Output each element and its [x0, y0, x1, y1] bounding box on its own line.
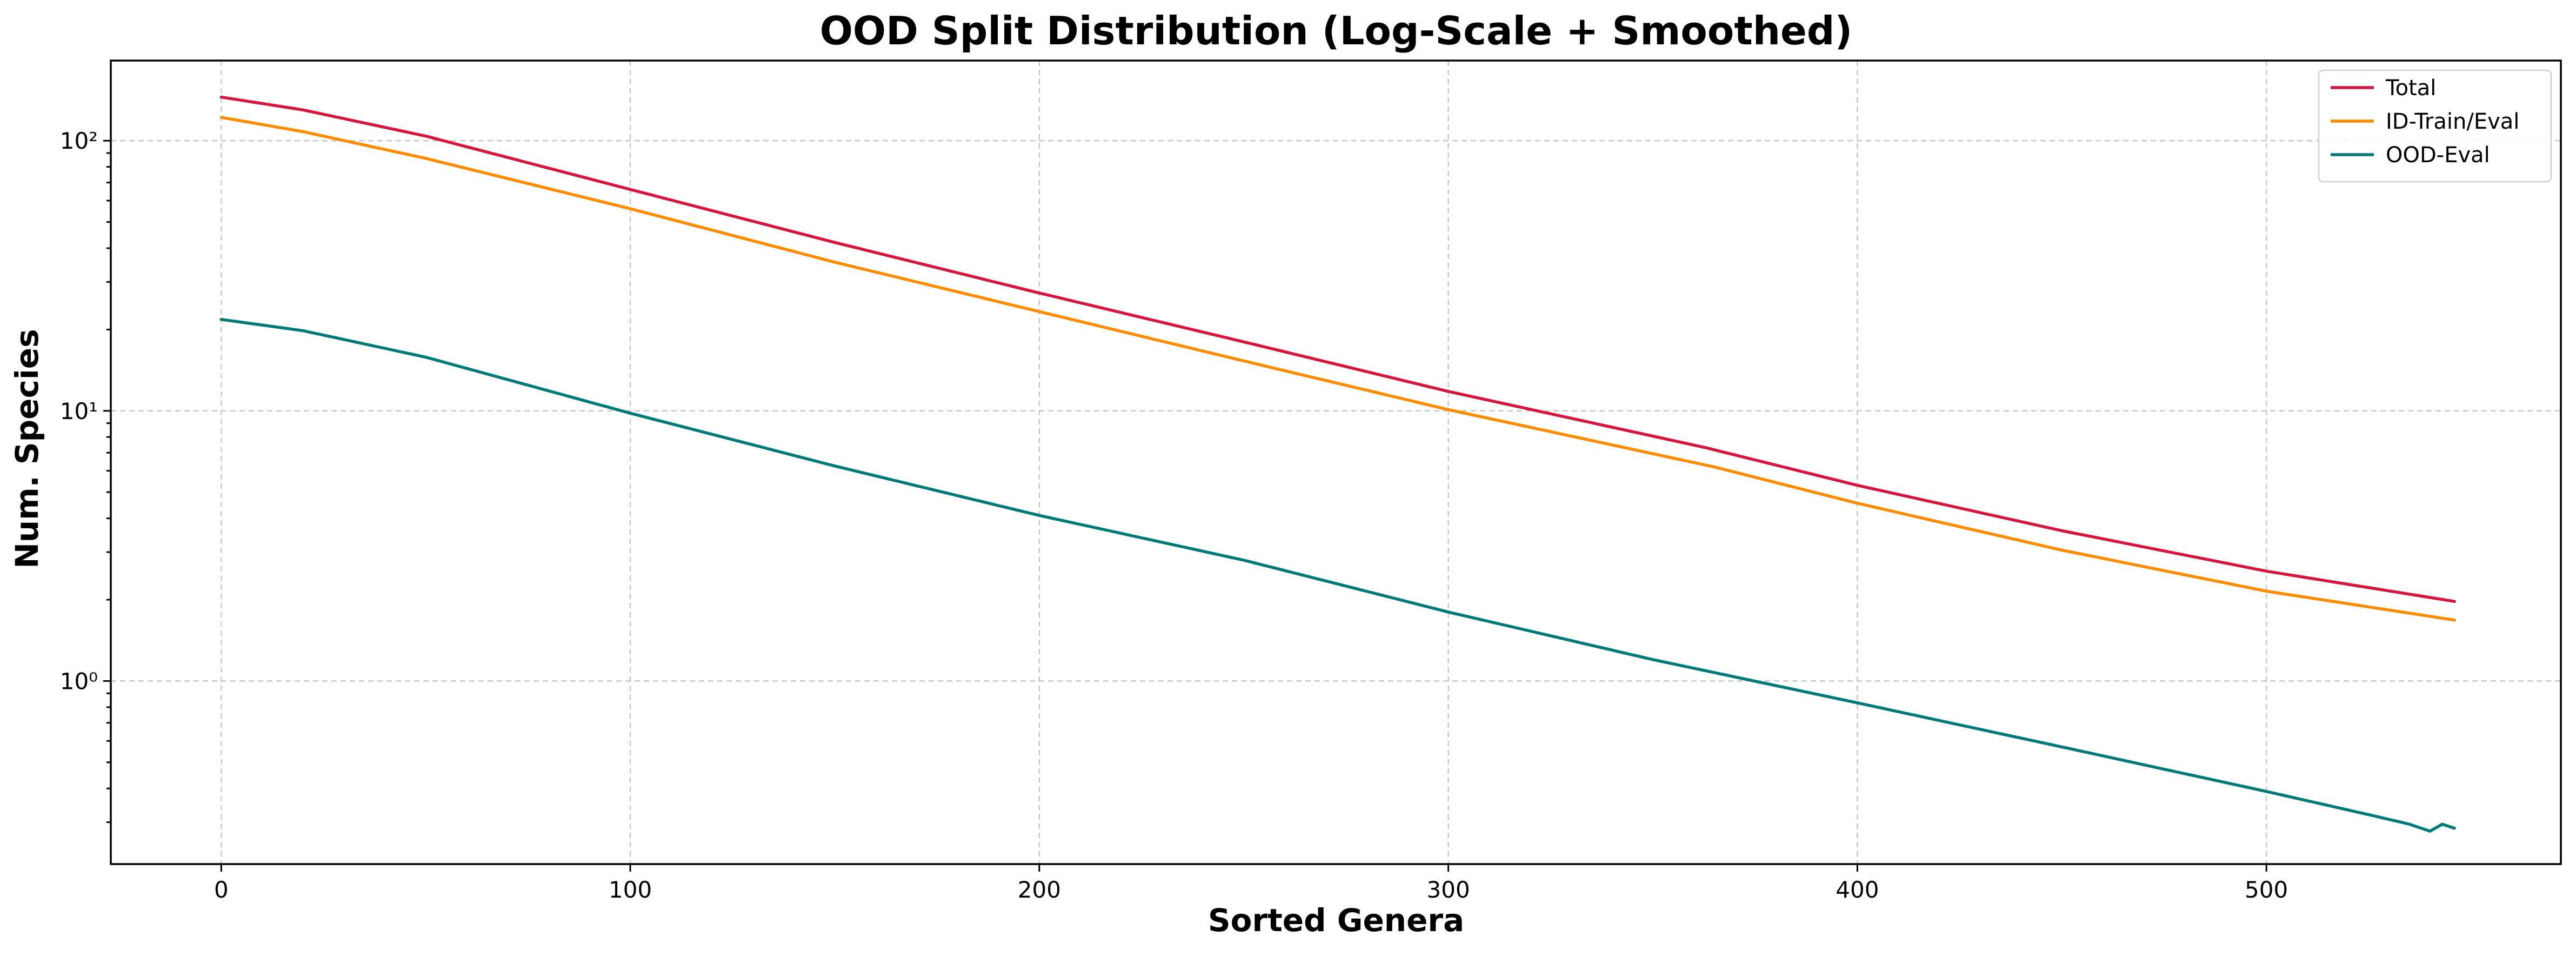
series-line [219, 116, 2456, 622]
x-tick-label: 0 [214, 877, 229, 903]
legend-box [2318, 69, 2552, 183]
axis-ticks: 0 100 200 300 400 500 10⁰ 10¹ 10² [60, 128, 2288, 903]
x-tick-label: 400 [1836, 877, 1879, 903]
x-axis-label: Sorted Genera [1208, 902, 1464, 939]
legend-entry-label: Total [2385, 76, 2436, 101]
chart-title: OOD Split Distribution (Log-Scale + Smoo… [820, 8, 1853, 54]
x-tick-label: 100 [609, 877, 652, 903]
x-tick-label: 200 [1018, 877, 1061, 903]
series-line [219, 317, 2456, 833]
legend: Total ID-Train/Eval OOD-Eval [2318, 69, 2552, 183]
legend-entry-label: OOD-Eval [2386, 143, 2490, 168]
x-tick-label: 300 [1427, 877, 1470, 903]
y-tick-label: 10² [60, 128, 98, 154]
x-tick-label: 500 [2245, 877, 2288, 903]
y-axis-label: Num. Species [9, 329, 45, 568]
y-tick-label: 10⁰ [60, 668, 98, 694]
plot-frame [110, 59, 2562, 865]
legend-entry-label: ID-Train/Eval [2386, 109, 2519, 134]
y-tick-label: 10¹ [60, 398, 98, 424]
plot-series [219, 95, 2456, 833]
grid [111, 61, 2561, 864]
series-line [219, 95, 2456, 603]
